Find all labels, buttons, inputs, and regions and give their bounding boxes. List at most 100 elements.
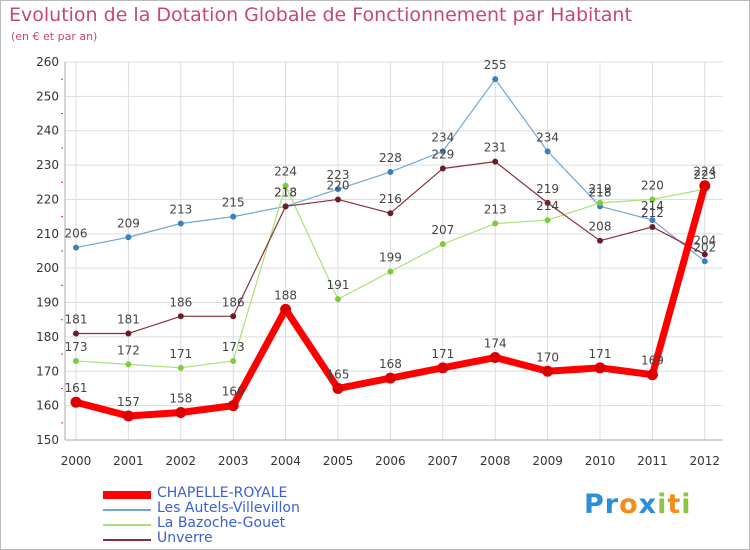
data-label: 220: [641, 178, 664, 192]
data-point: [122, 410, 134, 422]
data-point: [649, 217, 656, 224]
series-layer: [70, 76, 711, 422]
data-label: 157: [117, 395, 140, 409]
data-label: 223: [327, 168, 350, 182]
data-point: [544, 217, 551, 224]
data-point: [177, 220, 184, 227]
data-point: [73, 244, 79, 251]
x-tick-label: 2001: [113, 454, 144, 468]
data-point: [594, 362, 606, 374]
logo-part: Pr: [584, 489, 620, 520]
data-point: [175, 407, 187, 419]
data-label: 219: [589, 182, 612, 196]
data-label: 228: [379, 151, 402, 165]
y-tick-label: 180: [36, 330, 59, 344]
data-label: 186: [222, 295, 245, 309]
data-label: 170: [536, 350, 559, 364]
logo-part: o: [619, 489, 639, 520]
data-label: 213: [169, 203, 192, 217]
data-label: 202: [693, 240, 716, 254]
data-point: [387, 210, 394, 217]
data-point: [439, 165, 446, 172]
data-label: 224: [693, 165, 716, 179]
data-label: 218: [589, 185, 612, 199]
data-point: [227, 400, 239, 412]
data-point: [489, 352, 501, 364]
data-label: 209: [117, 216, 140, 230]
data-point: [125, 361, 132, 368]
data-point: [597, 237, 603, 244]
data-label: 219: [536, 182, 559, 196]
logo-part: i: [657, 489, 668, 520]
data-point: [384, 372, 396, 384]
data-point: [492, 158, 499, 165]
data-point: [335, 186, 341, 193]
logo-part: t: [667, 489, 682, 520]
data-label: 171: [589, 347, 612, 361]
data-label: 255: [484, 58, 507, 72]
data-label: 204: [693, 233, 716, 247]
data-label: 229: [431, 148, 454, 162]
data-point: [73, 357, 79, 364]
legend-swatch: [103, 508, 151, 511]
data-point: [230, 313, 237, 320]
data-label: 216: [379, 192, 402, 206]
y-tick-label: 150: [36, 433, 59, 447]
x-tick-label: 2000: [61, 454, 92, 468]
data-label: 173: [222, 340, 245, 354]
data-label: 199: [379, 251, 402, 265]
legend-swatch: [103, 490, 151, 499]
data-point: [649, 196, 656, 203]
data-point: [492, 76, 499, 83]
data-point: [701, 251, 708, 258]
x-tick-label: 2010: [585, 454, 616, 468]
data-label: 218: [274, 185, 297, 199]
y-tick-label: 240: [36, 124, 59, 138]
data-label: 181: [117, 312, 140, 326]
x-tick-label: 2004: [270, 454, 301, 468]
x-tick-label: 2005: [323, 454, 354, 468]
data-point: [282, 182, 289, 189]
data-label: 160: [222, 385, 245, 399]
data-label: 234: [536, 130, 559, 144]
x-tick-label: 2003: [218, 454, 249, 468]
y-tick-label: 260: [36, 55, 59, 69]
data-label: 213: [484, 203, 507, 217]
data-point: [125, 234, 132, 241]
data-point: [332, 382, 344, 394]
data-label: 207: [431, 223, 454, 237]
data-point: [544, 199, 551, 206]
data-label: 165: [327, 367, 350, 381]
data-label: 231: [484, 141, 507, 155]
x-tick-label: 2012: [690, 454, 721, 468]
x-tick-label: 2002: [166, 454, 197, 468]
data-label: 174: [484, 337, 507, 351]
data-point: [544, 148, 551, 155]
x-tick-label: 2008: [480, 454, 511, 468]
data-point: [649, 223, 656, 230]
data-point: [73, 330, 79, 337]
data-label: 191: [327, 278, 350, 292]
y-tick-label: 220: [36, 192, 59, 206]
data-point: [125, 330, 132, 337]
chart-subtitle: (en € et par an): [11, 30, 98, 43]
data-point: [70, 396, 82, 408]
data-label: 220: [327, 178, 350, 192]
data-label: 188: [274, 288, 297, 302]
data-point: [280, 303, 292, 315]
data-label: 223: [693, 168, 716, 182]
legend-label: Les Autels-Villevillon: [157, 500, 300, 516]
data-label: 224: [274, 165, 297, 179]
legend-label: Unverre: [157, 530, 213, 546]
data-point: [230, 357, 237, 364]
data-label: 173: [65, 340, 88, 354]
data-point: [542, 365, 554, 377]
y-tick-label: 210: [36, 227, 59, 241]
data-label: 172: [117, 343, 140, 357]
data-label: 215: [222, 196, 245, 210]
data-point: [335, 196, 341, 203]
data-label: 208: [589, 220, 612, 234]
data-label: 234: [431, 130, 454, 144]
